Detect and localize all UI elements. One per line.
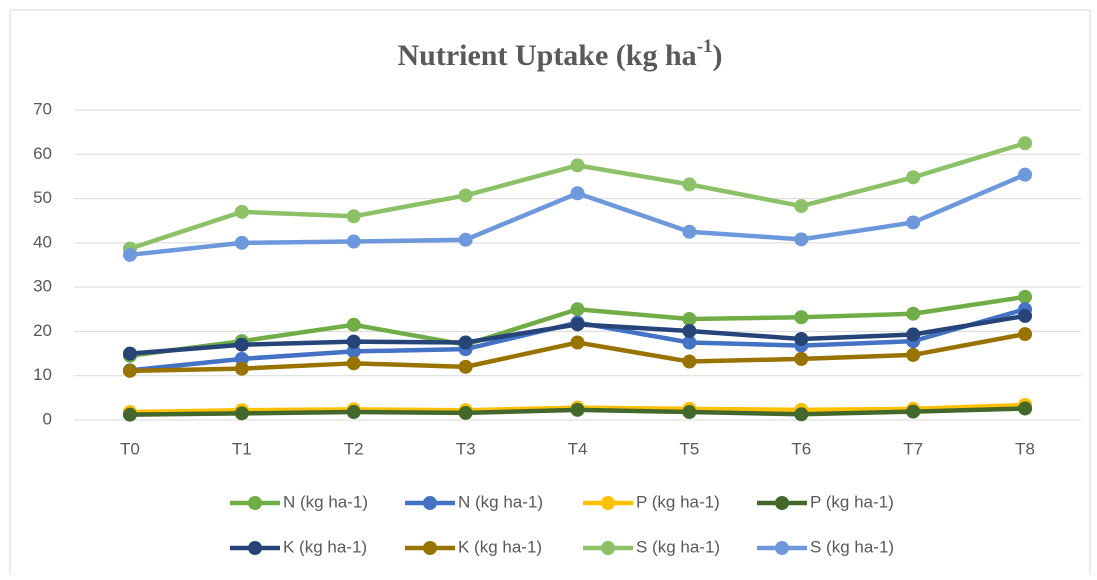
y-tick-label: 0	[43, 409, 52, 428]
legend-marker	[775, 496, 789, 510]
legend-label: P (kg ha-1)	[810, 492, 894, 511]
legend-marker	[601, 541, 615, 555]
point	[122, 363, 137, 378]
point	[682, 323, 697, 338]
point	[346, 234, 361, 249]
point	[794, 310, 809, 325]
chart-border	[9, 9, 1091, 580]
point	[570, 402, 585, 417]
point	[122, 407, 137, 422]
point	[346, 344, 361, 359]
point	[1018, 308, 1033, 323]
point	[346, 356, 361, 371]
x-tick-label: T6	[791, 439, 811, 458]
point	[458, 188, 473, 203]
point	[794, 351, 809, 366]
legend-marker	[423, 541, 437, 555]
point	[906, 404, 921, 419]
point	[682, 354, 697, 369]
legend-label: K (kg ha-1)	[283, 537, 367, 556]
point	[1018, 136, 1033, 151]
chart-title: Nutrient Uptake (kg ha-1)	[397, 36, 722, 72]
point	[794, 331, 809, 346]
legend-label: N (kg ha-1)	[458, 492, 543, 511]
x-tick-label: T3	[456, 439, 476, 458]
point	[122, 247, 137, 262]
point	[234, 351, 249, 366]
title-main: Nutrient Uptake (kg ha	[397, 39, 696, 72]
point	[346, 405, 361, 420]
point	[1018, 327, 1033, 342]
x-tick-label: T8	[1015, 439, 1035, 458]
y-tick-label: 10	[33, 365, 52, 384]
point	[570, 317, 585, 332]
point	[458, 405, 473, 420]
point	[458, 359, 473, 374]
point	[906, 347, 921, 362]
point	[682, 312, 697, 327]
y-tick-label: 60	[33, 144, 52, 163]
point	[682, 177, 697, 192]
legend-label: N (kg ha-1)	[283, 492, 368, 511]
point	[458, 335, 473, 350]
point	[458, 232, 473, 247]
legend-label: S (kg ha-1)	[636, 537, 720, 556]
point	[794, 232, 809, 247]
x-tick-label: T2	[344, 439, 364, 458]
point	[906, 306, 921, 321]
point	[234, 204, 249, 219]
y-tick-label: 70	[33, 99, 52, 118]
point	[1018, 167, 1033, 182]
point	[234, 406, 249, 421]
point	[234, 361, 249, 376]
x-tick-label: T5	[679, 439, 699, 458]
point	[122, 346, 137, 361]
point	[682, 405, 697, 420]
x-tick-label: T7	[903, 439, 923, 458]
title-superscript: -1	[697, 36, 713, 57]
legend-marker	[248, 496, 262, 510]
legend-marker	[423, 496, 437, 510]
y-tick-label: 30	[33, 277, 52, 296]
point	[794, 199, 809, 214]
point	[346, 317, 361, 332]
x-tick-label: T4	[568, 439, 588, 458]
point	[682, 335, 697, 350]
legend-marker	[775, 541, 789, 555]
x-tick-label: T0	[120, 439, 140, 458]
point	[234, 337, 249, 352]
y-tick-label: 40	[33, 232, 52, 251]
legend-label: P (kg ha-1)	[636, 492, 720, 511]
legend-label: S (kg ha-1)	[810, 537, 894, 556]
point	[346, 334, 361, 349]
point	[570, 302, 585, 317]
x-tick-label: T1	[232, 439, 252, 458]
title-close: )	[713, 39, 723, 72]
point	[906, 327, 921, 342]
y-tick-label: 50	[33, 188, 52, 207]
point	[346, 209, 361, 224]
legend-label: K (kg ha-1)	[458, 537, 542, 556]
point	[234, 235, 249, 250]
point	[1018, 289, 1033, 304]
point	[570, 335, 585, 350]
point	[570, 186, 585, 201]
point	[906, 215, 921, 230]
point	[906, 170, 921, 185]
point	[570, 158, 585, 173]
y-tick-label: 20	[33, 321, 52, 340]
legend-marker	[248, 541, 262, 555]
point	[682, 224, 697, 239]
point	[1018, 401, 1033, 416]
point	[794, 407, 809, 422]
legend-marker	[601, 496, 615, 510]
